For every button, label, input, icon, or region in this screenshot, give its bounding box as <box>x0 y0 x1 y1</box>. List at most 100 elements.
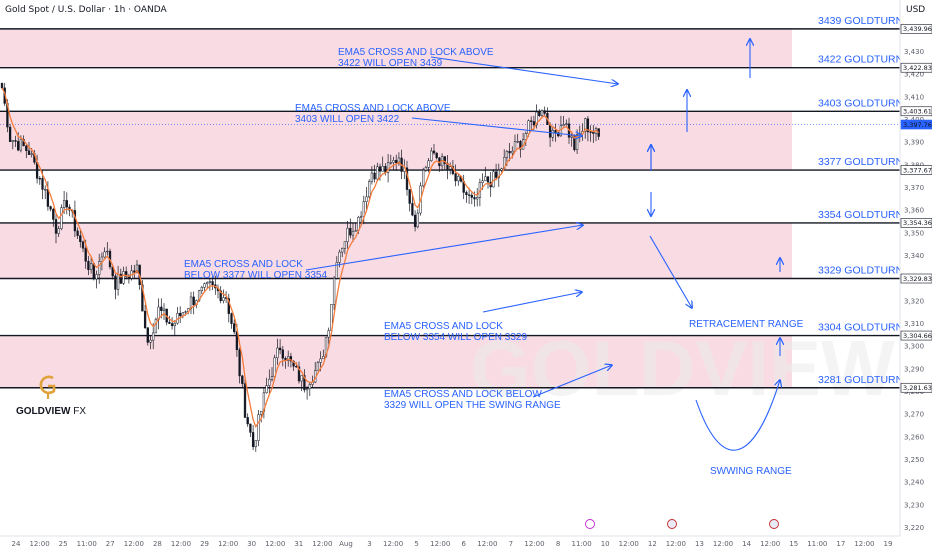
time-tick: 6 <box>462 540 467 548</box>
candle-body <box>92 263 95 280</box>
annotation-arrow <box>482 292 582 313</box>
swing-range-label: SWWING RANGE <box>710 466 792 477</box>
price-tag-box <box>900 273 932 284</box>
price-tick: 3,270 <box>904 411 924 419</box>
price-tag-box <box>900 382 932 393</box>
candle-body <box>427 160 430 168</box>
candle-body <box>287 356 290 361</box>
candle-body <box>370 172 374 182</box>
candle-body <box>95 274 98 280</box>
candle-body <box>103 251 106 258</box>
price-tick: 3,420 <box>904 71 924 79</box>
candle-body <box>349 227 352 236</box>
candle-body <box>559 125 563 137</box>
price-tag-box <box>900 119 932 130</box>
candle-body <box>565 123 568 125</box>
price-tag: 3,281.638 <box>903 384 932 392</box>
candle-body <box>408 189 411 204</box>
swing-range-curve <box>695 380 780 451</box>
candle-body <box>497 170 500 178</box>
candle-body <box>378 166 382 172</box>
price-tag: 3,304.664 <box>903 332 932 340</box>
time-tick: 12:00 <box>265 540 285 548</box>
candle-body <box>386 162 390 173</box>
time-tick: 12:00 <box>29 540 49 548</box>
candle-body <box>362 201 365 217</box>
price-tick: 3,430 <box>904 48 924 56</box>
price-tick: 3,310 <box>904 320 924 328</box>
candle-body <box>135 264 139 273</box>
candle-body <box>203 283 206 288</box>
candle-body <box>38 178 41 180</box>
candle-body <box>79 235 82 243</box>
price-tag: 3,403.612 <box>903 108 932 116</box>
price-tick: 3,300 <box>904 343 924 351</box>
price-tick: 3,230 <box>904 501 924 509</box>
time-tick: 12:00 <box>218 540 238 548</box>
time-tick: 15 <box>789 540 798 548</box>
annotation-arrow <box>305 225 583 271</box>
candle-body <box>511 150 514 154</box>
candle-body <box>106 250 109 253</box>
zone-band <box>0 28 792 68</box>
candle-body <box>303 375 306 391</box>
candle-body <box>235 331 239 350</box>
candle-body <box>373 172 376 180</box>
candle-body <box>251 432 255 448</box>
candle-body <box>578 133 581 135</box>
candle-body <box>200 287 203 291</box>
candle-body <box>173 322 176 327</box>
candle-body <box>268 379 271 386</box>
price-tick: 3,390 <box>904 139 924 147</box>
watermark: GOLDVIEW FX <box>470 324 932 412</box>
candle-body <box>11 140 14 142</box>
goldturn-label: 3422 GOLDTURN <box>818 54 903 66</box>
price-axis[interactable]: 3,2203,2303,2403,2503,2603,2703,2803,290… <box>899 0 932 550</box>
candle-body <box>505 151 509 158</box>
candle-body <box>341 248 344 253</box>
time-axis[interactable]: 24 12:00 25 11:00 27 12:00 28 12:00 29 12:00 30 12:… <box>0 519 900 550</box>
candle-body <box>392 160 395 163</box>
candle-body <box>257 414 260 441</box>
candle-body <box>154 318 158 334</box>
candle-body <box>73 210 77 232</box>
candle-body <box>238 349 241 377</box>
candle-body <box>65 200 68 208</box>
time-tick: 11:00 <box>807 540 827 548</box>
candle-body <box>470 194 473 198</box>
goldview-logo-icon <box>39 375 56 399</box>
candle-body <box>338 251 341 263</box>
annotation-text: EMA5 CROSS AND LOCK <box>384 321 503 332</box>
candle-body <box>530 120 533 122</box>
candle-body <box>114 275 117 290</box>
candle-body <box>570 135 573 138</box>
candle-body <box>484 176 487 182</box>
candle-body <box>68 206 71 211</box>
annotation-arrow <box>532 365 612 398</box>
candle-body <box>41 178 44 190</box>
price-tag-box <box>900 165 932 175</box>
candle-body <box>222 297 225 302</box>
retracement-range-label: RETRACEMENT RANGE <box>689 319 804 330</box>
time-tick: 31 <box>294 540 303 548</box>
annotation-arrow <box>430 56 618 84</box>
candle-body <box>589 131 592 133</box>
candle-body <box>22 139 25 147</box>
annotation-arrow <box>411 117 582 136</box>
candle-body <box>494 171 498 178</box>
candle-body <box>465 192 468 196</box>
candle-body <box>548 124 552 138</box>
candle-body <box>516 141 519 143</box>
candle-body <box>206 282 209 284</box>
price-tick: 3,350 <box>904 229 924 237</box>
logo-suffix: FX <box>73 406 87 417</box>
price-tick: 3,360 <box>904 207 924 215</box>
candle-body <box>584 118 587 132</box>
candle-body <box>365 196 368 202</box>
time-tick: 12:00 <box>477 540 497 548</box>
candle-body <box>332 278 336 305</box>
annotation-text: BELOW 3354 WILL OPEN 3329 <box>384 332 527 343</box>
candle-body <box>149 339 152 343</box>
candle-body <box>476 197 479 200</box>
